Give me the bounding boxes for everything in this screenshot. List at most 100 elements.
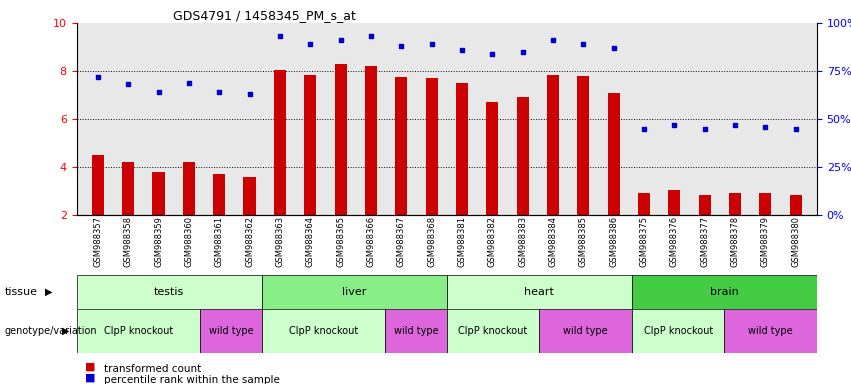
Bar bbox=[365, 66, 377, 215]
Bar bbox=[447, 309, 540, 353]
Point bbox=[91, 74, 105, 80]
Bar bbox=[540, 309, 631, 353]
Bar bbox=[456, 83, 468, 215]
Text: wild type: wild type bbox=[563, 326, 608, 336]
Text: GSM988386: GSM988386 bbox=[609, 216, 618, 267]
Point bbox=[546, 37, 560, 43]
Text: ClpP knockout: ClpP knockout bbox=[643, 326, 713, 336]
Bar bbox=[759, 194, 772, 215]
Point bbox=[213, 89, 226, 95]
Text: wild type: wild type bbox=[748, 326, 793, 336]
Point bbox=[698, 126, 711, 132]
Text: GSM988382: GSM988382 bbox=[488, 216, 497, 267]
Bar bbox=[631, 275, 817, 309]
Point bbox=[273, 33, 287, 40]
Text: GSM988366: GSM988366 bbox=[367, 216, 375, 267]
Text: GSM988381: GSM988381 bbox=[458, 216, 466, 267]
Text: GSM988357: GSM988357 bbox=[94, 216, 102, 267]
Text: ClpP knockout: ClpP knockout bbox=[459, 326, 528, 336]
Bar bbox=[395, 77, 408, 215]
Text: GSM988376: GSM988376 bbox=[670, 216, 679, 267]
Bar bbox=[724, 309, 817, 353]
Bar bbox=[122, 162, 134, 215]
Point bbox=[485, 51, 499, 57]
Bar bbox=[243, 177, 255, 215]
Text: GSM988367: GSM988367 bbox=[397, 216, 406, 267]
Text: GSM988363: GSM988363 bbox=[276, 216, 284, 267]
Text: GSM988377: GSM988377 bbox=[700, 216, 709, 267]
Text: GSM988385: GSM988385 bbox=[579, 216, 588, 267]
Text: ■: ■ bbox=[85, 361, 99, 371]
Text: ClpP knockout: ClpP knockout bbox=[288, 326, 358, 336]
Text: GSM988380: GSM988380 bbox=[791, 216, 800, 267]
Text: GSM988365: GSM988365 bbox=[336, 216, 345, 267]
Text: tissue: tissue bbox=[4, 287, 37, 297]
Bar bbox=[631, 309, 724, 353]
Bar bbox=[668, 190, 681, 215]
Point bbox=[425, 41, 438, 47]
Text: liver: liver bbox=[342, 287, 367, 297]
Text: wild type: wild type bbox=[394, 326, 438, 336]
Point bbox=[576, 41, 590, 47]
Bar bbox=[262, 275, 447, 309]
Bar bbox=[77, 309, 200, 353]
Point bbox=[151, 89, 165, 95]
Bar bbox=[262, 309, 385, 353]
Text: wild type: wild type bbox=[208, 326, 253, 336]
Point bbox=[758, 124, 772, 130]
Bar bbox=[790, 195, 802, 215]
Bar bbox=[517, 98, 528, 215]
Bar bbox=[486, 102, 499, 215]
Text: GSM988375: GSM988375 bbox=[639, 216, 648, 267]
Text: transformed count: transformed count bbox=[104, 364, 201, 374]
Bar bbox=[92, 155, 104, 215]
Point bbox=[789, 126, 802, 132]
Bar bbox=[183, 162, 195, 215]
Text: GSM988383: GSM988383 bbox=[518, 216, 527, 267]
Bar bbox=[426, 78, 437, 215]
Point bbox=[182, 79, 196, 86]
Text: GSM988379: GSM988379 bbox=[761, 216, 770, 267]
Point bbox=[334, 37, 347, 43]
Bar bbox=[729, 194, 741, 215]
Point bbox=[516, 49, 529, 55]
Bar bbox=[213, 174, 226, 215]
Text: GSM988368: GSM988368 bbox=[427, 216, 436, 267]
Text: GSM988384: GSM988384 bbox=[549, 216, 557, 267]
Text: testis: testis bbox=[154, 287, 185, 297]
Point bbox=[667, 122, 681, 128]
Point bbox=[728, 122, 742, 128]
Text: genotype/variation: genotype/variation bbox=[4, 326, 97, 336]
Text: GSM988362: GSM988362 bbox=[245, 216, 254, 267]
Text: ▶: ▶ bbox=[62, 326, 70, 336]
Point bbox=[637, 126, 651, 132]
Bar bbox=[577, 76, 590, 215]
Point bbox=[455, 47, 469, 53]
Text: percentile rank within the sample: percentile rank within the sample bbox=[104, 375, 280, 384]
Bar bbox=[547, 74, 559, 215]
Bar bbox=[638, 194, 650, 215]
Bar bbox=[334, 64, 346, 215]
Text: GSM988378: GSM988378 bbox=[730, 216, 740, 267]
Point bbox=[304, 41, 317, 47]
Point bbox=[122, 81, 135, 88]
Point bbox=[243, 91, 256, 97]
Text: ClpP knockout: ClpP knockout bbox=[104, 326, 173, 336]
Bar bbox=[385, 309, 447, 353]
Text: GSM988361: GSM988361 bbox=[214, 216, 224, 267]
Point bbox=[607, 45, 620, 51]
Text: GSM988358: GSM988358 bbox=[123, 216, 133, 267]
Bar bbox=[200, 309, 262, 353]
Bar bbox=[447, 275, 631, 309]
Text: ■: ■ bbox=[85, 372, 99, 382]
Text: heart: heart bbox=[524, 287, 554, 297]
Point bbox=[364, 33, 378, 40]
Text: GSM988364: GSM988364 bbox=[306, 216, 315, 267]
Text: GDS4791 / 1458345_PM_s_at: GDS4791 / 1458345_PM_s_at bbox=[173, 9, 356, 22]
Bar bbox=[699, 195, 711, 215]
Text: ▶: ▶ bbox=[45, 287, 53, 297]
Bar bbox=[152, 172, 164, 215]
Text: brain: brain bbox=[710, 287, 739, 297]
Text: GSM988360: GSM988360 bbox=[185, 216, 193, 267]
Bar bbox=[77, 275, 262, 309]
